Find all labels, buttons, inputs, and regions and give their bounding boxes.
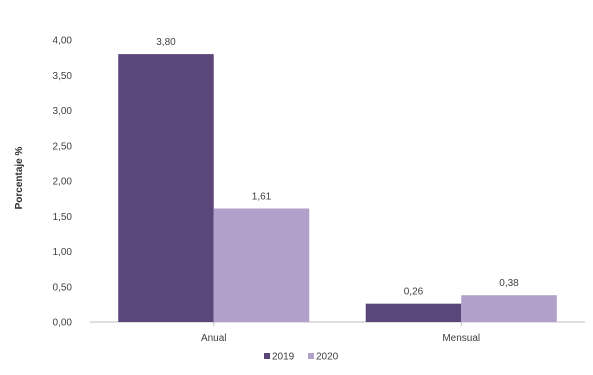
legend: 2019 2020 (264, 352, 339, 363)
x-category-label: Mensual (442, 333, 480, 344)
y-tick-label: 3,00 (53, 106, 73, 117)
y-tick-label: 4,00 (53, 36, 73, 47)
y-tick-label: 1,50 (53, 212, 73, 223)
bar-2020-mensual (461, 295, 557, 322)
data-label: 0,38 (499, 278, 519, 289)
bars (118, 54, 557, 322)
x-category-label: Anual (201, 333, 227, 344)
bar-2020-anual (213, 208, 310, 322)
y-tick-label: 2,50 (53, 141, 73, 152)
bar-2019-anual (118, 54, 214, 322)
y-tick-label: 0,50 (53, 282, 73, 293)
labels: 3,80 1,61 Anual 0,26 0,38 Mensual (156, 37, 519, 344)
legend-swatch-2019 (264, 353, 270, 359)
y-axis-label: Porcentaje % (14, 146, 25, 209)
legend-label-2019: 2019 (272, 352, 295, 363)
y-tick-label: 3,50 (53, 71, 73, 82)
data-label: 1,61 (252, 191, 272, 202)
y-tick-label: 1,00 (53, 247, 73, 258)
bar-2019-mensual (365, 303, 462, 322)
y-tick-label: 2,00 (53, 177, 73, 188)
legend-label-2020: 2020 (316, 352, 339, 363)
data-label: 0,26 (404, 287, 424, 298)
y-tick-label: 0,00 (53, 318, 73, 329)
legend-swatch-2020 (308, 353, 314, 359)
data-label: 3,80 (156, 37, 176, 48)
